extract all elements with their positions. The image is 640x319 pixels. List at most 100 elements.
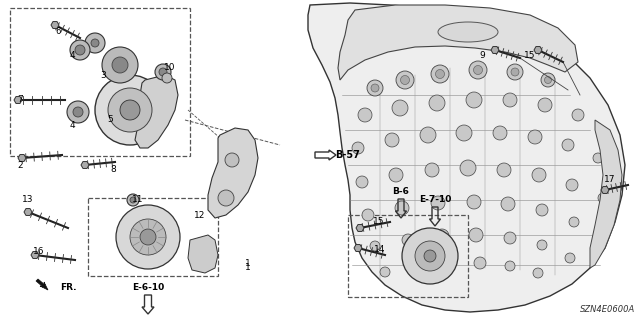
Text: 6: 6 (55, 27, 61, 36)
Circle shape (358, 108, 372, 122)
Circle shape (108, 88, 152, 132)
Polygon shape (338, 5, 578, 80)
Circle shape (431, 196, 445, 210)
Circle shape (425, 163, 439, 177)
Polygon shape (534, 47, 542, 54)
Circle shape (541, 73, 555, 87)
Circle shape (429, 95, 445, 111)
Circle shape (70, 40, 90, 60)
Circle shape (469, 228, 483, 242)
Text: B-57: B-57 (335, 150, 360, 160)
Circle shape (85, 33, 105, 53)
Circle shape (225, 153, 239, 167)
Bar (88, 198, 218, 276)
Circle shape (395, 201, 409, 215)
Circle shape (538, 98, 552, 112)
Circle shape (460, 160, 476, 176)
Text: 11: 11 (132, 196, 144, 204)
Polygon shape (356, 225, 364, 232)
Circle shape (569, 217, 579, 227)
Circle shape (474, 65, 483, 75)
Circle shape (420, 127, 436, 143)
Text: 9: 9 (479, 50, 485, 60)
Polygon shape (135, 75, 178, 148)
Polygon shape (601, 187, 609, 193)
Polygon shape (590, 120, 622, 268)
Text: 13: 13 (22, 195, 34, 204)
Polygon shape (308, 3, 625, 312)
Text: 1: 1 (245, 263, 251, 272)
Circle shape (435, 229, 449, 243)
Circle shape (501, 197, 515, 211)
Circle shape (140, 229, 156, 245)
Circle shape (410, 261, 422, 273)
Polygon shape (208, 128, 258, 218)
Bar (348, 215, 468, 297)
Circle shape (493, 126, 507, 140)
Polygon shape (31, 252, 39, 258)
Circle shape (396, 71, 414, 89)
Circle shape (467, 195, 481, 209)
Circle shape (536, 204, 548, 216)
Circle shape (528, 130, 542, 144)
Circle shape (545, 77, 552, 84)
Circle shape (424, 250, 436, 262)
Circle shape (155, 64, 171, 80)
Text: FR.: FR. (60, 284, 77, 293)
Circle shape (598, 193, 608, 203)
Text: SZN4E0600A: SZN4E0600A (580, 305, 635, 314)
Text: E-7-10: E-7-10 (419, 196, 451, 204)
Text: 15: 15 (373, 218, 385, 226)
Text: 4: 4 (69, 121, 75, 130)
Circle shape (389, 168, 403, 182)
Circle shape (415, 241, 445, 271)
Text: 12: 12 (195, 211, 205, 219)
Text: B-6: B-6 (392, 188, 410, 197)
Text: 2: 2 (17, 160, 23, 169)
Circle shape (218, 190, 234, 206)
Circle shape (533, 268, 543, 278)
Circle shape (356, 176, 368, 188)
Polygon shape (36, 279, 48, 290)
Circle shape (511, 68, 519, 76)
Text: E-6-10: E-6-10 (132, 284, 164, 293)
Circle shape (532, 168, 546, 182)
Circle shape (116, 205, 180, 269)
Circle shape (112, 57, 128, 73)
Circle shape (402, 234, 414, 246)
Polygon shape (24, 209, 32, 215)
Circle shape (127, 194, 139, 206)
Circle shape (466, 92, 482, 108)
Circle shape (130, 197, 136, 203)
Circle shape (401, 76, 410, 85)
Text: 5: 5 (107, 115, 113, 124)
Circle shape (162, 73, 172, 83)
Polygon shape (491, 47, 499, 54)
Circle shape (562, 139, 574, 151)
Circle shape (402, 228, 458, 284)
Text: 10: 10 (164, 63, 176, 71)
Circle shape (497, 163, 511, 177)
Circle shape (435, 70, 445, 78)
Circle shape (362, 209, 374, 221)
Circle shape (159, 68, 167, 76)
Circle shape (352, 142, 364, 154)
Polygon shape (188, 235, 218, 273)
Circle shape (120, 100, 140, 120)
Text: 15: 15 (524, 50, 536, 60)
Circle shape (67, 101, 89, 123)
Text: 7: 7 (17, 95, 23, 105)
Text: 16: 16 (33, 248, 45, 256)
Text: 8: 8 (110, 166, 116, 174)
Text: 4: 4 (69, 50, 75, 60)
Circle shape (442, 258, 454, 270)
Circle shape (370, 241, 380, 251)
Circle shape (380, 267, 390, 277)
Circle shape (73, 107, 83, 117)
Circle shape (469, 61, 487, 79)
Circle shape (371, 84, 379, 92)
Circle shape (367, 80, 383, 96)
Circle shape (505, 261, 515, 271)
Circle shape (456, 125, 472, 141)
Circle shape (392, 100, 408, 116)
